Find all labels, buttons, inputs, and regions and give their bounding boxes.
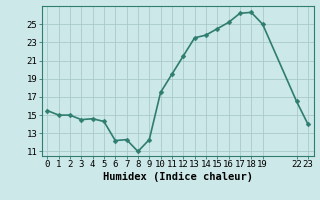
X-axis label: Humidex (Indice chaleur): Humidex (Indice chaleur): [103, 172, 252, 182]
